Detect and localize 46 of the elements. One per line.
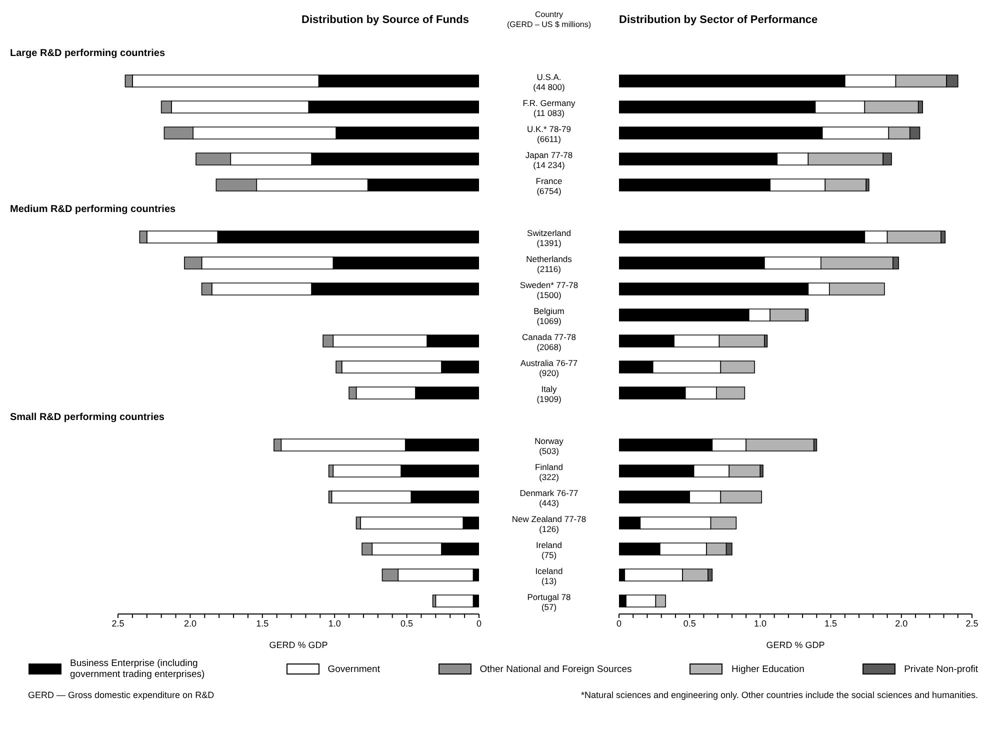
chart-title: Distribution by Sector of Performance (619, 14, 818, 26)
x-tick-label: 1.0 (328, 618, 341, 628)
annotation: Medium R&D performing countries (10, 204, 176, 215)
y-tick-label: Italy (1909) (536, 384, 562, 404)
y-tick-label: New Zealand 77-78 (126) (512, 514, 586, 534)
x-tick-label: 2.5 (112, 618, 124, 628)
x-tick-label: 2.5 (966, 618, 978, 628)
legend-label: Business Enterprise (including government trading enterprises) (70, 658, 206, 680)
x-tick-label: 0.5 (683, 618, 696, 628)
x-tick-label: 0 (476, 618, 482, 628)
y-tick-label: Switzerland (1391) (527, 228, 572, 248)
y-tick-label: Australia 76-77 (920) (520, 358, 578, 378)
y-tick-label: Norway (503) (534, 436, 564, 456)
y-tick-label: U.K.* 78-79 (6611) (527, 124, 572, 144)
y-tick-label: Sweden* 77-78 (1500) (520, 280, 578, 300)
chart-title: Distribution by Source of Funds (302, 14, 469, 26)
x-tick-label: 0 (616, 618, 622, 628)
y-tick-label: U.S.A. (44 800) (533, 72, 565, 92)
x-axis-title: GERD % GDP (766, 640, 825, 650)
y-tick-label: Netherlands (2116) (526, 254, 572, 274)
legend-label: Higher Education (731, 664, 804, 674)
y-tick-label: Portugal 78 (57) (527, 592, 572, 612)
x-tick-label: 1.5 (824, 618, 838, 628)
text: GERD — Gross domestic expenditure on R&D (28, 690, 214, 700)
text: *Natural sciences and engineering only. Other countries include the social sciences and humanities. (580, 690, 978, 700)
y-tick-label: Ireland (75) (536, 540, 562, 560)
y-tick-label: Belgium (1069) (534, 306, 564, 326)
y-tick-label: Finland (322) (535, 462, 564, 482)
y-tick-label: Denmark 76-77 (443) (520, 488, 579, 508)
annotation: Small R&D performing countries (10, 412, 164, 423)
legend-label: Private Non-profit (904, 664, 978, 674)
x-tick-label: 1.0 (754, 618, 766, 628)
legend-label: Government (328, 664, 380, 674)
y-tick-label: F.R. Germany (11 083) (522, 98, 576, 118)
annotation: Large R&D performing countries (10, 48, 166, 59)
y-axis-title: Country (GERD – US $ millions) (506, 10, 592, 30)
x-tick-label: 2.0 (895, 618, 908, 628)
x-tick-label: 0.5 (400, 618, 414, 628)
x-tick-label: 1.5 (256, 618, 269, 628)
y-tick-label: Canada 77-78 (2068) (522, 332, 576, 352)
y-tick-label: Iceland (13) (535, 566, 563, 586)
y-tick-label: Japan 77-78 (14 234) (525, 150, 573, 170)
x-tick-label: 2.0 (184, 618, 196, 628)
y-tick-label: France (6754) (536, 176, 562, 196)
x-axis-title: GERD % GDP (269, 640, 328, 650)
legend-label: Other National and Foreign Sources (480, 664, 632, 674)
